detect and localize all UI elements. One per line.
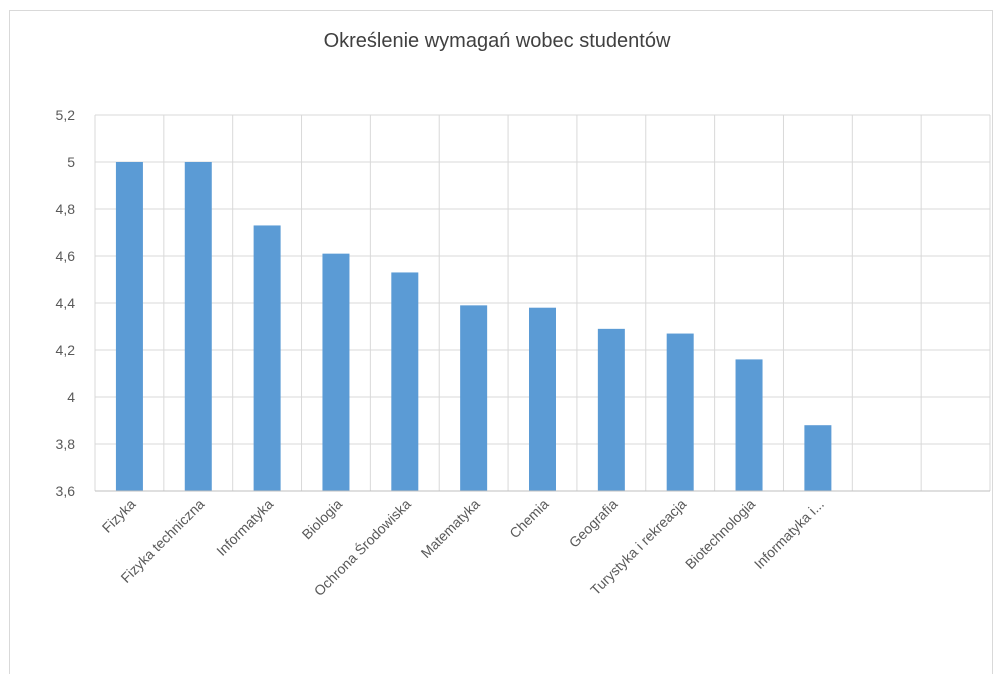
x-category-label: Informatyka i... [751, 496, 827, 572]
y-tick-label: 4,4 [56, 295, 76, 311]
y-tick-label: 4,8 [56, 201, 76, 217]
y-tick-label: 4,2 [56, 342, 76, 358]
bar [184, 162, 212, 491]
y-tick-label: 4 [67, 389, 75, 405]
bar [115, 162, 143, 491]
x-category-label: Informatyka [213, 496, 276, 559]
bars [115, 162, 832, 491]
y-tick-labels: 3,6 3,8 4 4,2 4,4 4,6 4,8 5 5,2 [56, 107, 76, 499]
chart-frame [9, 10, 993, 674]
chart-title: Określenie wymagań wobec studentów [323, 30, 671, 52]
x-category-label: Biologia [299, 496, 346, 543]
x-category-label: Fizyka [99, 496, 139, 536]
bar [804, 425, 832, 491]
y-tick-label: 3,6 [56, 483, 76, 499]
y-tick-label: 5,2 [56, 107, 76, 123]
x-category-label: Biotechnologia [682, 496, 758, 572]
y-tick-label: 4,6 [56, 248, 76, 264]
x-category-label: Geografia [566, 496, 621, 551]
bar [391, 272, 419, 491]
bar [253, 225, 281, 491]
y-tick-label: 3,8 [56, 436, 76, 452]
x-category-label: Chemia [506, 496, 552, 542]
x-category-label: Matematyka [418, 496, 483, 561]
bar [322, 253, 350, 491]
bar [529, 307, 556, 491]
bar [460, 305, 488, 491]
grid-lines [94, 114, 991, 492]
bar [597, 328, 625, 491]
bar [666, 333, 694, 491]
y-tick-label: 5 [67, 154, 75, 170]
bar [735, 359, 763, 491]
